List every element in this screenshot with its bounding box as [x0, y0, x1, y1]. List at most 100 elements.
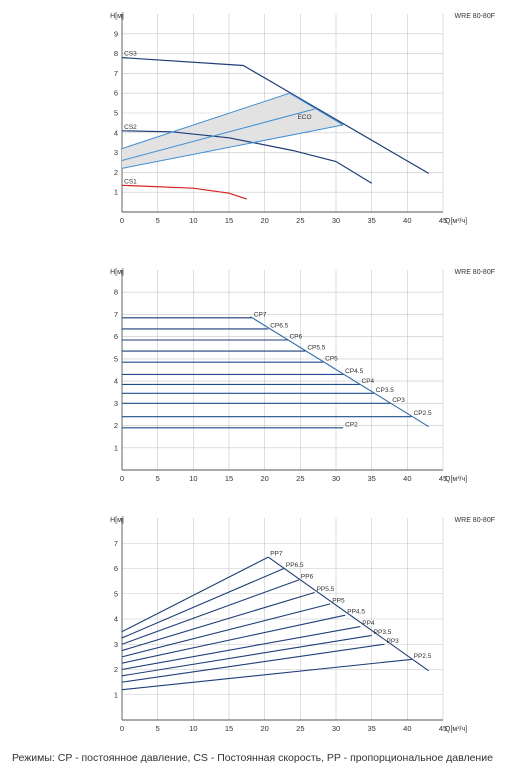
- x-tick-label: 5: [156, 216, 160, 225]
- series-label-PP4: PP4: [362, 620, 375, 627]
- y-tick-label: 1: [114, 443, 118, 452]
- x-tick-label: 30: [332, 216, 340, 225]
- x-tick-label: 10: [189, 724, 197, 733]
- series-line-PP3: [121, 643, 385, 683]
- series-label-PP3.5: PP3.5: [374, 629, 392, 636]
- series-line-PP6.5: [121, 567, 285, 639]
- y-tick-label: 8: [114, 49, 118, 58]
- y-tick-label: 6: [114, 332, 118, 341]
- modes-legend-footer: Режимы: CP - постоянное давление, CS - П…: [12, 752, 493, 764]
- series-line-PP6: [121, 579, 300, 645]
- series-line-PP7: [121, 556, 269, 633]
- series-line-PP5: [121, 603, 331, 658]
- y-axis-label: H[м]: [110, 269, 124, 276]
- y-tick-label: 5: [114, 109, 118, 118]
- x-tick-label: 20: [260, 216, 268, 225]
- series-label-PP6.5: PP6.5: [286, 562, 304, 569]
- y-tick-label: 2: [114, 168, 118, 177]
- series-label-CS2: CS2: [124, 124, 137, 131]
- axes-group: 0 5 10 15 20 25 30 35 40 4512345678H[м]Q[м³/ч]WRE…: [110, 269, 495, 483]
- series-label-CP5.5: CP5.5: [307, 345, 325, 352]
- y-axis-label: H[м]: [110, 13, 124, 20]
- x-tick-label: 40: [403, 724, 411, 733]
- series-line-PP4.5: [121, 614, 346, 664]
- y-tick-label: 4: [114, 128, 118, 137]
- y-tick-label: 7: [114, 310, 118, 319]
- series-label-PP3: PP3: [387, 638, 400, 645]
- series-label-CP4.5: CP4.5: [345, 368, 363, 375]
- series-label-CP6: CP6: [289, 334, 302, 341]
- x-tick-label: 45: [439, 474, 447, 483]
- y-tick-label: 5: [114, 589, 118, 598]
- x-tick-label: 10: [189, 216, 197, 225]
- y-tick-label: 4: [114, 615, 118, 624]
- y-tick-label: 5: [114, 354, 118, 363]
- x-tick-label: 35: [367, 474, 375, 483]
- x-tick-label: 5: [156, 474, 160, 483]
- x-tick-label: 20: [260, 724, 268, 733]
- y-tick-label: 1: [114, 188, 118, 197]
- y-tick-label: 4: [114, 377, 118, 386]
- eco-label: ECO: [297, 114, 311, 121]
- series-line-PP3.5: [121, 634, 372, 677]
- y-tick-label: 6: [114, 564, 118, 573]
- chart-title: WRE 80-80F: [455, 269, 495, 276]
- x-tick-label: 15: [225, 724, 233, 733]
- series-line-eco-edge-3: [121, 92, 290, 150]
- series-label-PP5: PP5: [332, 597, 345, 604]
- x-tick-label: 10: [189, 474, 197, 483]
- series-label-CP6.5: CP6.5: [270, 322, 288, 329]
- series-label-PP6: PP6: [301, 573, 314, 580]
- series-line-PP4: [121, 626, 361, 671]
- chart-pp: 0 5 10 15 20 25 30 35 40 451234567H[м]Q[м³/ч]WRE …: [110, 517, 495, 733]
- series-line-CS3: [121, 57, 430, 174]
- series-line-eco-edge-6: [289, 92, 344, 126]
- x-tick-label: 15: [225, 474, 233, 483]
- y-tick-label: 7: [114, 539, 118, 548]
- x-axis-label: Q[м³/ч]: [445, 218, 467, 225]
- y-tick-label: 3: [114, 148, 118, 157]
- series-label-PP7: PP7: [270, 551, 283, 558]
- x-tick-label: 25: [296, 216, 304, 225]
- series-label-CP3.5: CP3.5: [376, 387, 394, 394]
- axes-group: 0 5 10 15 20 25 30 35 40 451234567H[м]Q[м³/ч]WRE …: [110, 517, 495, 733]
- y-tick-label: 2: [114, 665, 118, 674]
- x-tick-label: 15: [225, 216, 233, 225]
- series-label-PP5.5: PP5.5: [317, 586, 335, 593]
- series-line-CS2: [121, 130, 373, 184]
- pp-max-boundary: [267, 556, 430, 672]
- x-tick-label: 40: [403, 474, 411, 483]
- chart-cs: 0 5 10 15 20 25 30 35 40 45123456789H[м]Q[м³/ч]WR…: [110, 13, 495, 225]
- series-label-PP4.5: PP4.5: [347, 609, 365, 616]
- chart-title: WRE 80-80F: [455, 517, 495, 524]
- x-tick-label: 35: [367, 216, 375, 225]
- series-line-CS1: [121, 184, 247, 200]
- series-label-CP7: CP7: [254, 311, 267, 318]
- x-tick-label: 5: [156, 724, 160, 733]
- series-label-PP2.5: PP2.5: [414, 653, 432, 660]
- series-label-CS3: CS3: [124, 51, 137, 58]
- series-label-CP3: CP3: [392, 397, 405, 404]
- x-tick-label: 40: [403, 216, 411, 225]
- series-label-CP4: CP4: [362, 378, 375, 385]
- y-tick-label: 2: [114, 421, 118, 430]
- x-tick-label: 25: [296, 724, 304, 733]
- y-tick-label: 3: [114, 640, 118, 649]
- y-tick-label: 9: [114, 29, 118, 38]
- series-line-PP2.5: [121, 658, 412, 691]
- y-tick-label: 7: [114, 69, 118, 78]
- chart-cp: 0 5 10 15 20 25 30 35 40 4512345678H[м]Q[м³/ч]WRE…: [110, 269, 495, 483]
- x-tick-label: 20: [260, 474, 268, 483]
- x-axis-label: Q[м³/ч]: [445, 726, 467, 733]
- x-tick-label: 0: [120, 724, 124, 733]
- chart-title: WRE 80-80F: [455, 13, 495, 20]
- x-tick-label: 30: [332, 474, 340, 483]
- x-tick-label: 45: [439, 724, 447, 733]
- x-tick-label: 25: [296, 474, 304, 483]
- y-tick-label: 3: [114, 399, 118, 408]
- x-axis-label: Q[м³/ч]: [445, 476, 467, 483]
- series-label-CP5: CP5: [325, 356, 338, 363]
- y-axis-label: H[м]: [110, 517, 124, 524]
- series-label-CP2.5: CP2.5: [414, 410, 432, 417]
- y-tick-label: 8: [114, 288, 118, 297]
